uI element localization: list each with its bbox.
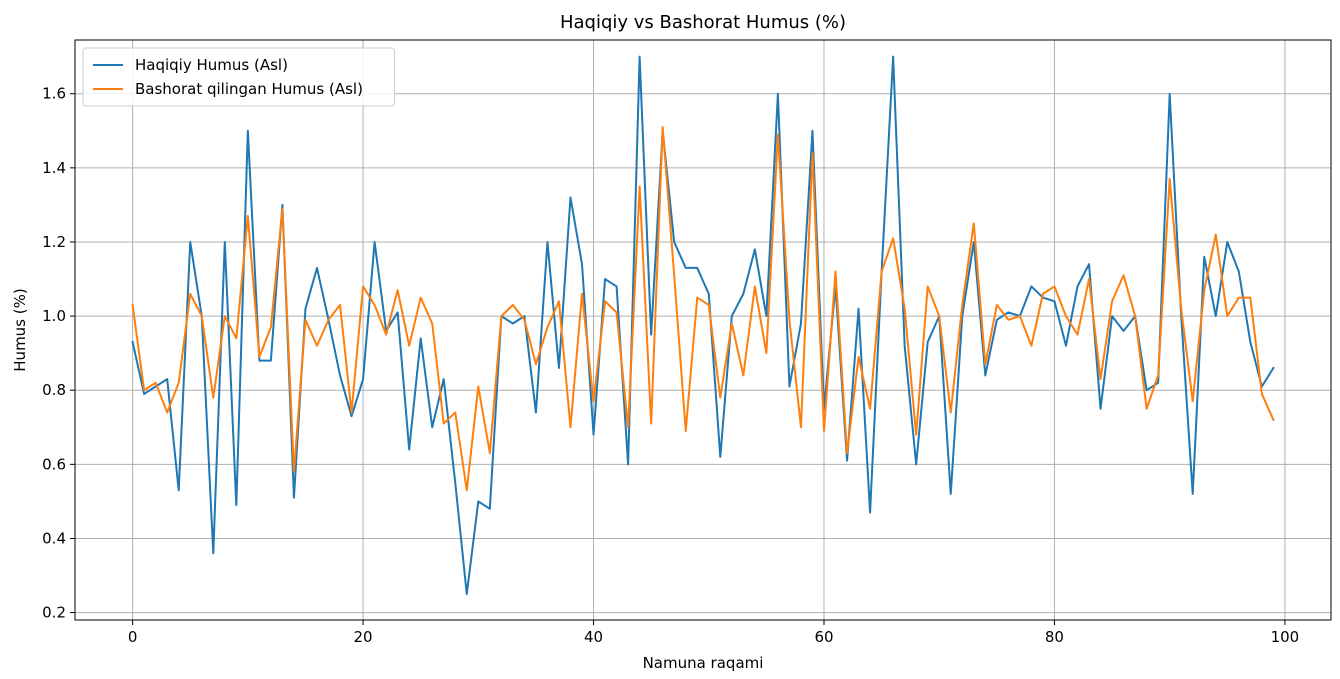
x-tick-label: 60 — [814, 628, 833, 646]
legend-label-2: Bashorat qilingan Humus (Asl) — [135, 80, 363, 98]
chart-title: Haqiqiy vs Bashorat Humus (%) — [560, 12, 846, 33]
x-tick-label: 20 — [354, 628, 373, 646]
x-axis-label: Namuna raqami — [643, 654, 764, 672]
y-tick-label: 0.8 — [42, 381, 66, 399]
y-axis: 0.2 0.4 0.6 0.8 1.0 1.2 1.4 1.6 — [42, 85, 75, 622]
x-tick-label: 100 — [1271, 628, 1300, 646]
x-axis: 0 20 40 60 80 100 — [128, 620, 1299, 646]
legend: Haqiqiy Humus (Asl) Bashorat qilingan Hum… — [82, 47, 395, 107]
plot-frame — [74, 39, 1332, 621]
x-tick-label: 0 — [128, 628, 138, 646]
y-tick-label: 0.2 — [42, 604, 66, 622]
y-tick-label: 0.6 — [42, 455, 66, 473]
series-layer — [131, 55, 1275, 596]
series-line-1 — [131, 55, 1275, 596]
legend-label-1: Haqiqiy Humus (Asl) — [135, 56, 288, 74]
y-tick-label: 1.6 — [42, 85, 66, 103]
y-tick-label: 1.2 — [42, 233, 66, 251]
y-axis-label: Humus (%) — [11, 288, 29, 371]
x-tick-label: 80 — [1045, 628, 1064, 646]
x-tick-label: 40 — [584, 628, 603, 646]
y-tick-label: 1.0 — [42, 307, 66, 325]
legend-box — [82, 47, 395, 107]
grid — [75, 40, 1331, 620]
y-tick-label: 1.4 — [42, 159, 66, 177]
y-tick-label: 0.4 — [42, 529, 66, 547]
series-line-2 — [131, 126, 1275, 492]
